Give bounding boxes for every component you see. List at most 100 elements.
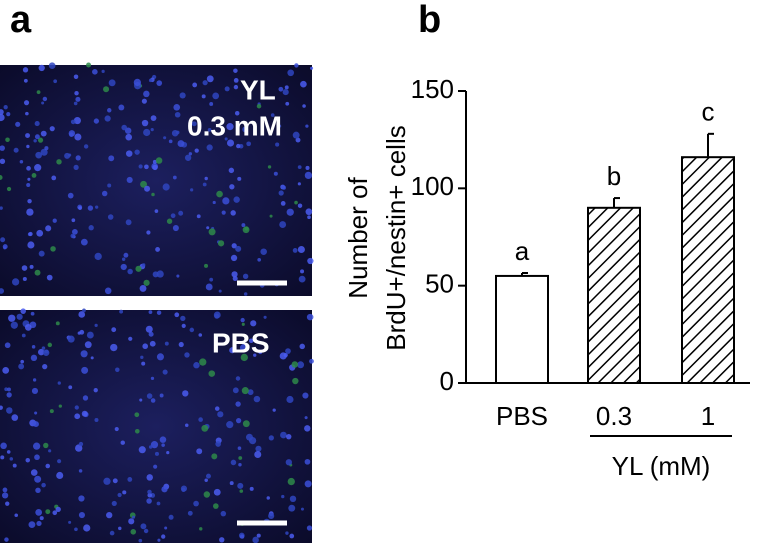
cell-dot [34, 454, 40, 461]
image-label: YL [240, 74, 276, 105]
cell-dot [55, 321, 60, 326]
cell-dot [153, 464, 158, 469]
cell-dot [52, 218, 57, 223]
cell-dot [215, 441, 221, 447]
cell-dot [297, 203, 303, 208]
cell-dot [253, 353, 257, 357]
cell-dot [306, 313, 314, 321]
image-label: PBS [212, 327, 270, 358]
cell-dot [28, 521, 36, 529]
cell-dot [154, 451, 160, 456]
cell-dot [120, 263, 127, 271]
cell-dot [53, 79, 58, 84]
cell-dot [147, 489, 152, 495]
cell-dot [270, 113, 275, 117]
cell-dot [162, 183, 170, 191]
cell-dot [11, 414, 19, 421]
cell-dot [21, 265, 28, 271]
cell-dot [94, 418, 99, 423]
cell-dot [36, 520, 42, 527]
panel-label: a [10, 0, 32, 41]
cell-dot [304, 458, 311, 465]
cell-dot [2, 492, 9, 499]
cell-dot [70, 119, 76, 125]
cell-dot [184, 154, 192, 161]
cell-dot [156, 353, 165, 361]
cell-dot [217, 240, 225, 247]
cell-dot [175, 130, 180, 135]
cell-dot [159, 393, 164, 398]
cell-dot [107, 108, 112, 113]
cell-dot [156, 270, 164, 278]
y-axis-label: Number of [343, 177, 373, 299]
cell-dot [87, 205, 94, 211]
cell-dot [38, 64, 45, 72]
cell-dot [286, 208, 294, 216]
cell-dot [24, 324, 32, 331]
cell-dot [6, 407, 13, 414]
cell-dot [126, 176, 133, 183]
cell-dot [4, 537, 9, 542]
cell-dot [147, 492, 153, 498]
cell-dot [28, 231, 33, 237]
cell-dot [74, 527, 78, 532]
cell-dot [67, 335, 75, 343]
cell-dot [26, 183, 31, 188]
cell-dot [268, 435, 274, 441]
cell-dot [128, 336, 133, 341]
cell-dot [229, 184, 235, 190]
cell-dot [302, 392, 309, 399]
cell-dot [199, 527, 203, 531]
cell-dot [238, 456, 243, 460]
cell-dot [84, 341, 92, 349]
cell-dot [208, 370, 216, 377]
cell-dot [56, 159, 62, 165]
y-tick-label: 100 [411, 171, 454, 201]
cell-dot [206, 226, 210, 230]
cell-dot [68, 153, 72, 157]
cell-dot [3, 246, 7, 250]
cell-dot [78, 206, 82, 210]
cell-dot [133, 78, 142, 87]
cell-dot [216, 190, 223, 198]
cell-dot [226, 139, 235, 147]
cell-dot [46, 274, 53, 281]
cell-dot [211, 453, 218, 460]
cell-dot [93, 388, 98, 393]
cell-dot [247, 389, 254, 396]
cell-dot [194, 148, 199, 153]
cell-dot [131, 515, 136, 519]
cell-dot [148, 310, 153, 315]
cell-dot [42, 363, 48, 370]
cell-dot [205, 283, 213, 291]
cell-dot [224, 137, 228, 141]
cell-dot [201, 94, 206, 99]
cell-dot [283, 353, 288, 358]
cell-dot [212, 92, 220, 100]
cell-dot [224, 86, 230, 92]
cell-dot [161, 486, 168, 493]
cell-dot [207, 127, 212, 132]
cell-dot [235, 376, 241, 381]
cell-dot [108, 155, 115, 162]
cell-dot [281, 494, 285, 499]
cell-dot [285, 101, 290, 106]
cell-dot [272, 408, 276, 412]
cell-dot [166, 218, 173, 224]
cell-dot [275, 142, 280, 147]
cell-dot [139, 398, 143, 402]
cell-dot [226, 421, 234, 429]
significance-letter: b [607, 161, 621, 191]
cell-dot [36, 90, 41, 95]
cell-dot [159, 436, 167, 443]
cell-dot [144, 185, 151, 192]
cell-dot [29, 264, 34, 269]
cell-dot [36, 229, 44, 237]
cell-dot [304, 480, 312, 488]
cell-dot [198, 333, 203, 337]
cell-dot [4, 387, 8, 392]
cell-dot [266, 496, 270, 500]
cell-dot [309, 358, 314, 364]
cell-dot [11, 278, 20, 286]
